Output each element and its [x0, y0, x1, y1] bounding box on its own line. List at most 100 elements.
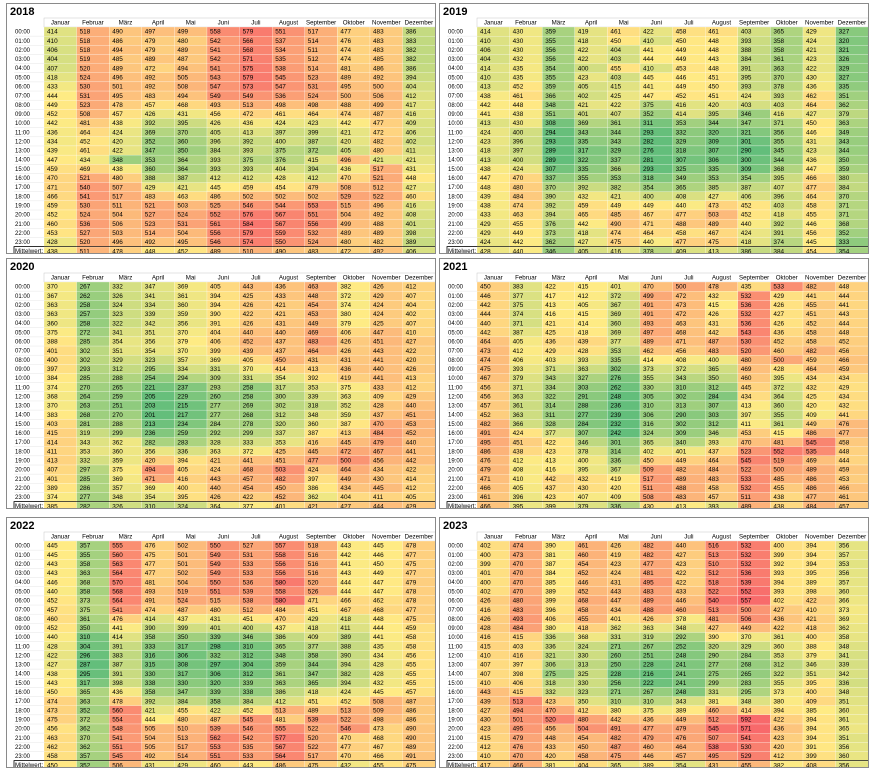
cell-value: 382 [406, 47, 417, 54]
cell-value: 424 [610, 570, 621, 577]
cell-value: 495 [112, 93, 123, 100]
average-value: 448 [145, 248, 156, 253]
cell-value: 489 [806, 467, 817, 474]
cell-value: 295 [145, 366, 156, 373]
cell-value: 452 [47, 598, 58, 605]
cell-value: 459 [839, 467, 850, 474]
cell-value: 331 [610, 634, 621, 641]
cell-value: 451 [513, 439, 524, 446]
cell-value: 359 [177, 311, 188, 318]
cell-value: 500 [741, 607, 752, 614]
cell-value: 362 [610, 625, 621, 632]
cell-value: 282 [145, 439, 156, 446]
cell-value: 524 [80, 212, 91, 219]
cell-value: 441 [406, 448, 417, 455]
cell-value: 400 [578, 458, 589, 465]
cell-value: 474 [47, 698, 58, 705]
cell-value: 360 [839, 707, 850, 714]
cell-value: 405 [210, 129, 221, 136]
hour-label: 06:00 [15, 340, 31, 346]
average-value: 346 [545, 248, 556, 253]
cell-value: 481 [773, 439, 784, 446]
cell-value: 470 [275, 616, 286, 623]
cell-value: 440 [210, 485, 221, 492]
cell-value: 527 [243, 543, 254, 550]
cell-value: 514 [308, 38, 319, 45]
cell-value: 402 [406, 139, 417, 146]
cell-value: 479 [480, 467, 491, 474]
cell-value: 394 [406, 74, 417, 81]
cell-value: 355 [578, 175, 589, 182]
cell-value: 402 [773, 598, 784, 605]
cell-value: 444 [145, 717, 156, 724]
cell-value: 478 [708, 284, 719, 291]
cell-value: 424 [210, 467, 221, 474]
cell-value: 242 [610, 430, 621, 437]
cell-value: 512 [308, 56, 319, 63]
cell-value: 495 [480, 439, 491, 446]
cell-value: 344 [308, 662, 319, 669]
cell-value: 481 [340, 65, 351, 72]
cell-value: 313 [578, 662, 589, 669]
cell-value: 405 [243, 357, 254, 364]
cell-value: 389 [806, 579, 817, 586]
cell-value: 451 [806, 311, 817, 318]
cell-value: 415 [513, 634, 524, 641]
average-value: 460 [210, 762, 221, 767]
cell-value: 460 [578, 552, 589, 559]
average-value: 438 [773, 503, 784, 508]
hour-label: 07:00 [448, 94, 464, 100]
cell-value: 463 [47, 735, 58, 742]
cell-value: 378 [676, 616, 687, 623]
cell-value: 475 [708, 239, 719, 246]
cell-value: 495 [643, 579, 654, 586]
average-value: 404 [578, 762, 589, 767]
cell-value: 403 [610, 56, 621, 63]
cell-value: 518 [308, 543, 319, 550]
cell-value: 442 [610, 717, 621, 724]
cell-value: 450 [373, 561, 384, 568]
hour-label: 20:00 [15, 727, 31, 733]
cell-value: 296 [80, 653, 91, 660]
cell-value: 422 [47, 653, 58, 660]
cell-value: 353 [275, 439, 286, 446]
cell-value: 466 [480, 485, 491, 492]
cell-value: 271 [610, 643, 621, 650]
cell-value: 301 [610, 439, 621, 446]
cell-value: 463 [308, 284, 319, 291]
cell-value: 421 [340, 129, 351, 136]
cell-value: 477 [806, 184, 817, 191]
cell-value: 305 [643, 394, 654, 401]
cell-value: 468 [373, 607, 384, 614]
cell-value: 404 [275, 166, 286, 173]
cell-value: 459 [806, 357, 817, 364]
cell-value: 449 [676, 56, 687, 63]
cell-value: 529 [340, 193, 351, 200]
cell-value: 531 [308, 84, 319, 91]
cell-value: 363 [340, 394, 351, 401]
cell-value: 456 [210, 111, 221, 118]
cell-value: 521 [145, 203, 156, 210]
cell-value: 369 [145, 129, 156, 136]
cell-value: 259 [177, 430, 188, 437]
cell-value: 370 [177, 348, 188, 355]
cell-value: 416 [773, 111, 784, 118]
hour-label: 15:00 [448, 422, 464, 428]
cell-value: 427 [708, 193, 719, 200]
cell-value: 436 [643, 717, 654, 724]
cell-value: 443 [708, 56, 719, 63]
cell-value: 320 [839, 38, 850, 45]
cell-value: 449 [643, 203, 654, 210]
average-value: 511 [80, 248, 91, 253]
hour-label: 17:00 [15, 185, 31, 191]
hour-label: 03:00 [448, 571, 464, 577]
cell-value: 420 [806, 403, 817, 410]
cell-value: 337 [545, 175, 556, 182]
cell-value: 426 [145, 111, 156, 118]
cell-value: 476 [340, 38, 351, 45]
cell-value: 366 [839, 598, 850, 605]
cell-value: 584 [243, 221, 254, 228]
cell-value: 419 [340, 375, 351, 382]
cell-value: 575 [243, 65, 254, 72]
cell-value: 455 [578, 616, 589, 623]
